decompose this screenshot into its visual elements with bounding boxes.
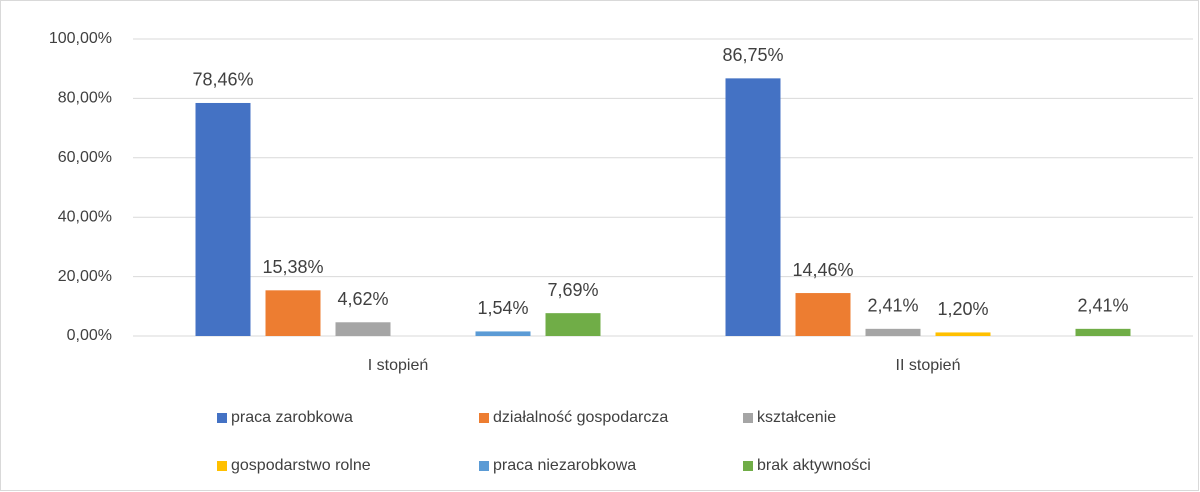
legend-label: brak aktywności [757,457,871,474]
legend-swatch [217,461,227,471]
bar [795,293,851,336]
bar [1075,328,1131,336]
y-tick-label: 40,00% [58,208,112,225]
bar [335,322,391,336]
bar [865,328,921,336]
bar [545,313,601,336]
legend-label: praca zarobkowa [231,409,353,426]
bar [725,78,781,336]
data-label: 2,41% [867,296,918,316]
legend-label: praca niezarobkowa [493,457,636,474]
y-tick-label: 0,00% [67,327,112,344]
y-tick-label: 20,00% [58,268,112,285]
legend-swatch [217,413,227,423]
x-tick-label: I stopień [368,357,428,374]
data-label: 4,62% [337,289,388,309]
x-tick-label: II stopień [896,357,961,374]
legend-swatch [479,413,489,423]
bar [935,332,991,336]
data-label: 15,38% [262,257,323,277]
data-label: 78,46% [192,70,253,90]
legend-swatch [479,461,489,471]
bar [195,102,251,336]
data-label: 2,41% [1077,296,1128,316]
y-tick-label: 80,00% [58,90,112,107]
data-label: 14,46% [792,260,853,280]
bar [265,290,321,336]
legend-label: gospodarstwo rolne [231,457,371,474]
legend-swatch [743,461,753,471]
data-label: 7,69% [547,280,598,300]
legend-label: kształcenie [757,409,836,426]
data-label: 1,20% [937,299,988,319]
legend-label: działalność gospodarcza [493,409,668,426]
y-tick-label: 100,00% [49,30,112,47]
data-label: 86,75% [722,45,783,65]
legend-swatch [743,413,753,423]
data-label: 1,54% [477,298,528,318]
bar [475,331,531,336]
y-tick-label: 60,00% [58,149,112,166]
